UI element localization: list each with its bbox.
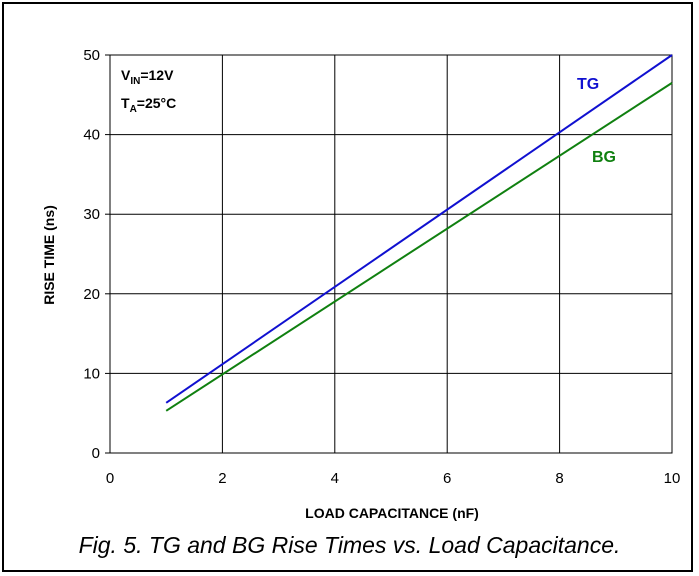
- grid: [105, 54, 672, 454]
- y-tick-label: 50: [83, 47, 100, 64]
- figure-frame: [2, 2, 693, 572]
- y-tick-label: 30: [83, 206, 100, 223]
- series-line-tg: [165, 54, 673, 404]
- y-tick-labels: 0 10 20 30 40 50: [83, 47, 100, 462]
- series-lines: [165, 54, 673, 412]
- x-tick-label: 4: [331, 470, 339, 487]
- y-tick-label: 0: [92, 445, 100, 462]
- y-tick-label: 40: [83, 127, 100, 144]
- vin-annotation: VIN=12V: [121, 67, 174, 87]
- x-tick-label: 2: [218, 470, 226, 487]
- ta-annotation: TA=25°C: [121, 95, 176, 115]
- series-line-bg: [165, 82, 673, 412]
- y-tick-label: 10: [83, 365, 100, 382]
- y-tick-label: 20: [83, 286, 100, 303]
- series-label-bg: BG: [592, 149, 616, 166]
- x-tick-label: 8: [555, 470, 563, 487]
- plot-area: [109, 54, 673, 454]
- x-tick-label: 10: [664, 470, 681, 487]
- x-tick-label: 6: [443, 470, 451, 487]
- x-tick-label: 0: [106, 470, 114, 487]
- x-tick-labels: 0 2 4 6 8 10: [106, 470, 681, 487]
- figure-caption: Fig. 5. TG and BG Rise Times vs. Load Ca…: [78, 532, 621, 558]
- series-label-tg: TG: [577, 76, 599, 93]
- x-axis-label: LOAD CAPACITANCE (nF): [305, 505, 479, 521]
- y-axis-label: RISE TIME (ns): [41, 205, 57, 305]
